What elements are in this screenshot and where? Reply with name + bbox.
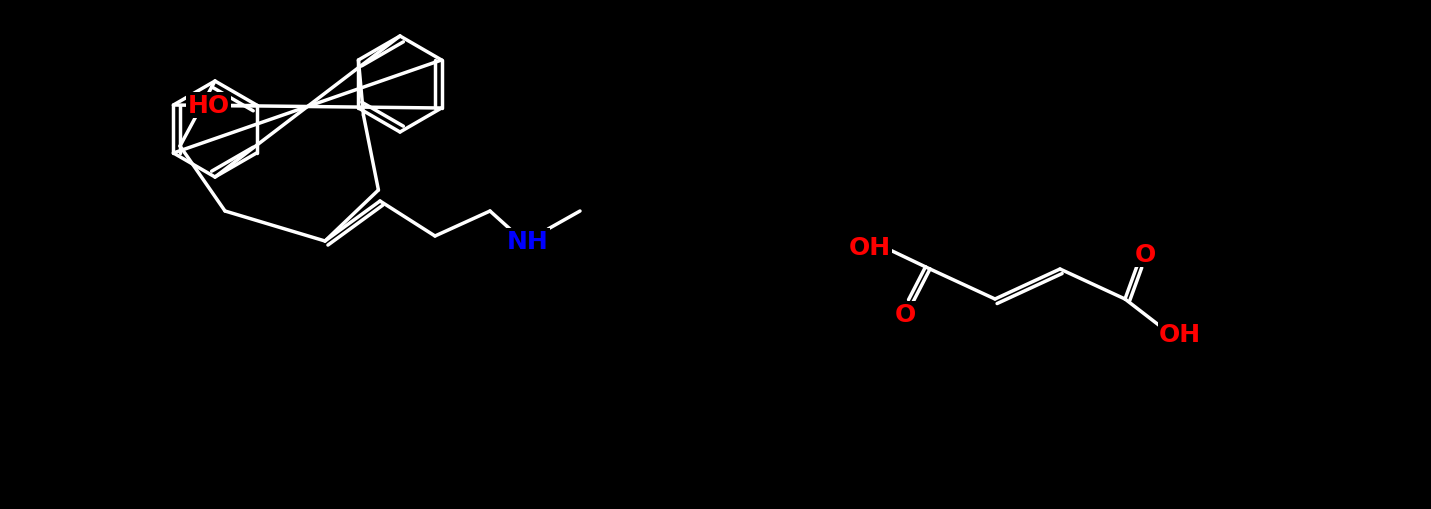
Text: O: O bbox=[1135, 242, 1156, 267]
Text: OH: OH bbox=[849, 236, 892, 260]
Text: HO: HO bbox=[187, 94, 229, 118]
Text: OH: OH bbox=[1159, 322, 1201, 346]
Text: O: O bbox=[894, 302, 916, 326]
Text: NH: NH bbox=[507, 230, 550, 253]
